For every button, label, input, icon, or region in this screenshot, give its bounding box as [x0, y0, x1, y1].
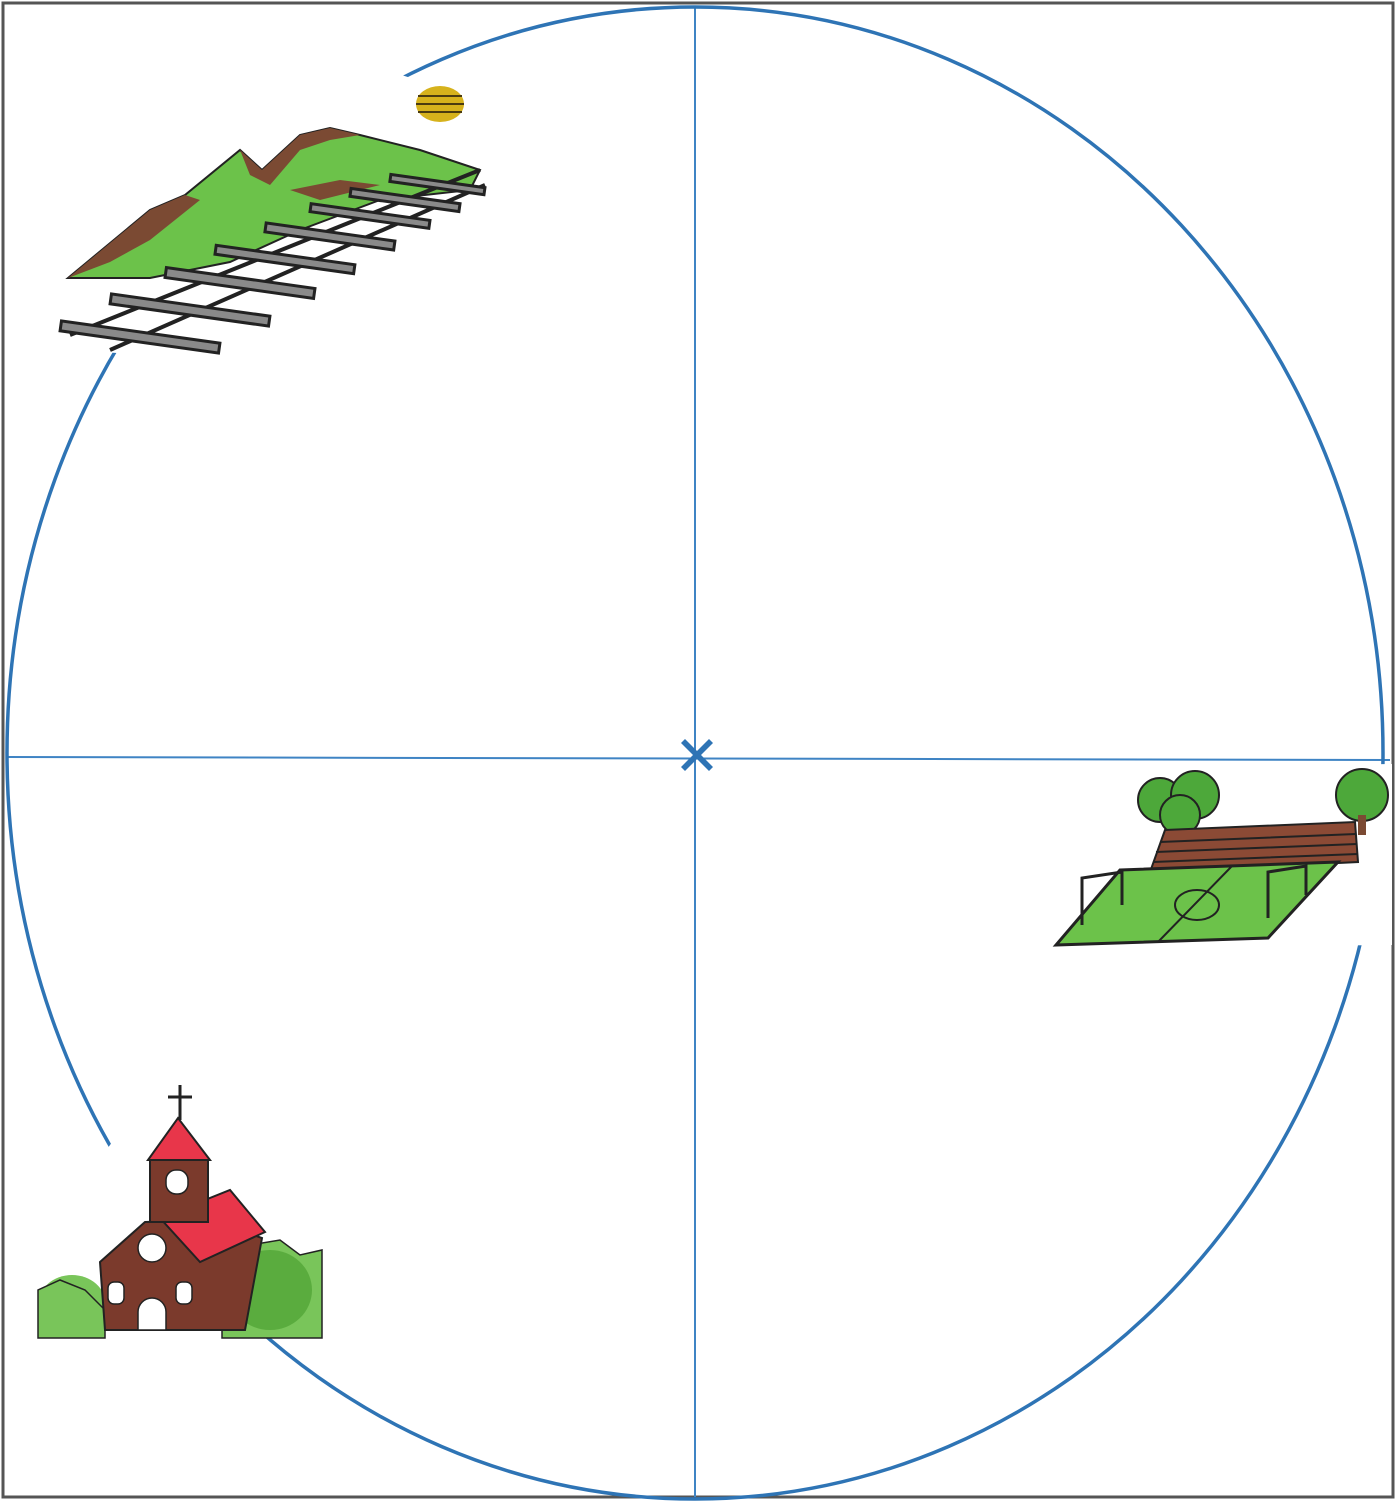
tree-icon	[1137, 768, 1389, 836]
church-illustration	[36, 1066, 323, 1339]
football-pitch-illustration	[1052, 764, 1392, 948]
soccer-field-icon	[1052, 860, 1342, 947]
sun-icon	[416, 86, 464, 122]
church-icon	[98, 1085, 267, 1331]
railway-track-icon	[58, 168, 487, 355]
stadium-stands-icon	[1148, 820, 1360, 874]
rose-window-icon	[137, 1233, 167, 1263]
main-circle	[5, 5, 1385, 1501]
church-door-icon	[137, 1297, 167, 1331]
x-cross-icon	[681, 739, 713, 771]
mountains-railway-illustration	[58, 62, 520, 360]
mountain-icon	[65, 126, 482, 279]
